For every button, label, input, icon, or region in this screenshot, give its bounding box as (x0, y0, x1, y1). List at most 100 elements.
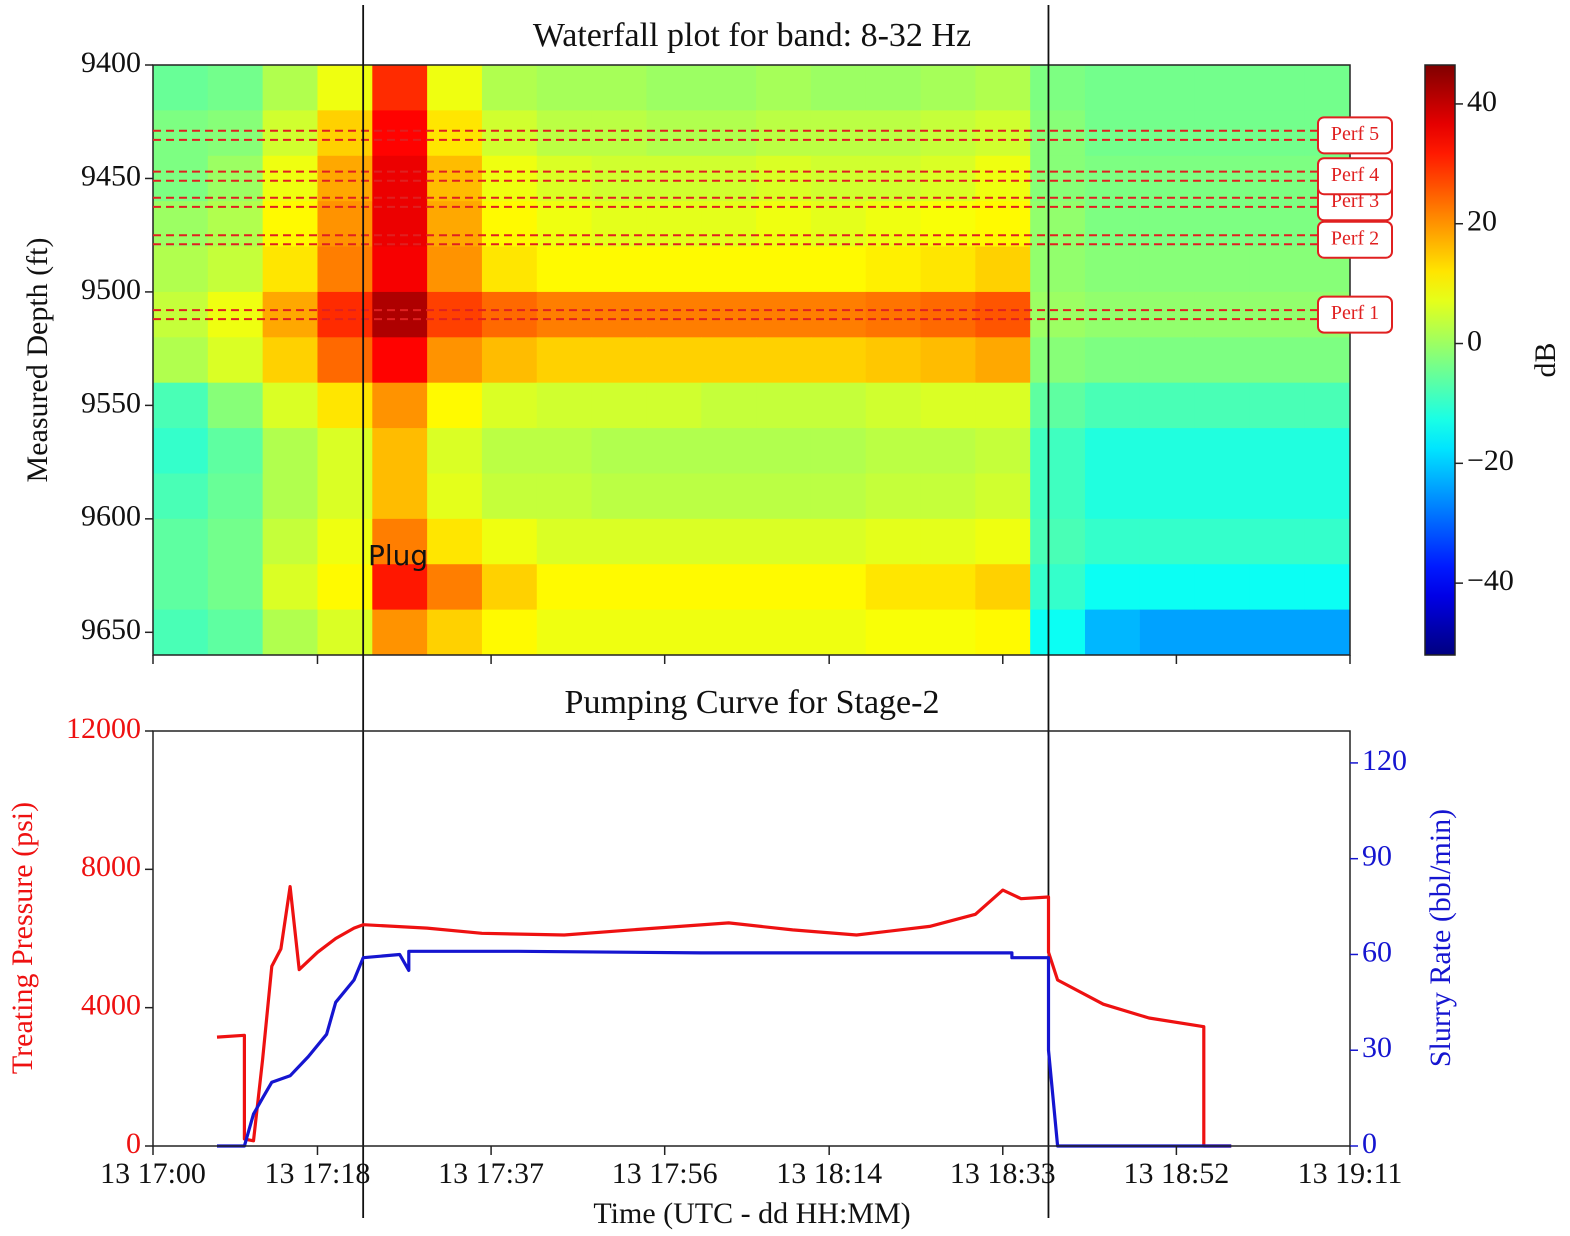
heat-cell (810, 428, 867, 474)
heat-cell (1249, 201, 1305, 248)
heat-cell (1139, 110, 1196, 157)
heat-cell (591, 201, 647, 248)
heat-cell (317, 291, 373, 338)
heat-cell (865, 291, 922, 338)
heat-cell (1194, 382, 1250, 429)
heat-cell (756, 155, 812, 202)
heat-cell (427, 428, 483, 474)
heat-cell (536, 337, 593, 384)
heat-cell (1030, 428, 1086, 474)
heat-cell (1030, 337, 1086, 384)
heat-cell (1194, 337, 1250, 384)
series-line (217, 949, 1232, 1148)
heat-cell (920, 246, 976, 293)
heat-cell (701, 246, 757, 293)
heat-cell (207, 155, 264, 202)
plot-frame (152, 64, 1351, 656)
heat-cell (1194, 609, 1250, 655)
perf-box (1317, 220, 1393, 259)
heat-cell (372, 337, 428, 384)
heat-cell (1139, 473, 1196, 520)
heat-cell (756, 110, 812, 157)
heat-cell (701, 382, 757, 429)
heat-cell (262, 518, 318, 565)
heat-cell (207, 201, 264, 248)
y-tick-label: 9450 (81, 159, 141, 192)
heat-cell (701, 518, 757, 565)
heat-cell (317, 428, 373, 474)
heat-cell (865, 337, 922, 384)
perf-label: Perf 4 (1331, 164, 1379, 186)
heat-cell (536, 155, 593, 202)
heat-cell (317, 65, 373, 111)
heat-cell (810, 65, 867, 111)
heat-cell (756, 564, 812, 611)
heat-cell (207, 564, 264, 611)
heat-cell (1030, 382, 1086, 429)
heat-cell (1304, 473, 1350, 520)
heat-cell (427, 155, 483, 202)
heat-cell (536, 65, 593, 111)
heat-cell (427, 291, 483, 338)
heat-cell (756, 518, 812, 565)
heat-cell (975, 473, 1031, 520)
heat-cell (207, 291, 264, 338)
heat-cell (317, 382, 373, 429)
heat-cell (1139, 337, 1196, 384)
heat-cell (865, 428, 922, 474)
heat-cell (975, 564, 1031, 611)
heat-cell (865, 155, 922, 202)
y-tick-label: 9650 (81, 613, 141, 646)
heat-cell (1304, 65, 1350, 111)
heat-cell (701, 291, 757, 338)
heat-cell (865, 201, 922, 248)
heat-cell (1085, 246, 1141, 293)
y-tick-label: 12000 (66, 712, 141, 745)
heat-cell (372, 246, 428, 293)
heat-cell (646, 473, 702, 520)
heat-cell (756, 473, 812, 520)
heat-cell (810, 291, 867, 338)
heat-cell (536, 518, 593, 565)
heat-cell (756, 609, 812, 655)
heat-cell (975, 201, 1031, 248)
heat-cell (1085, 382, 1141, 429)
heat-cell (153, 246, 209, 293)
heat-cell (317, 246, 373, 293)
heat-cell (372, 291, 428, 338)
heat-cell (207, 609, 264, 655)
heat-cell (1030, 609, 1086, 655)
heat-cell (372, 201, 428, 248)
heat-cell (1030, 155, 1086, 202)
heat-cell (372, 155, 428, 202)
heat-cell (975, 155, 1031, 202)
heat-cell (427, 110, 483, 157)
heat-cell (372, 518, 428, 565)
heat-cell (372, 382, 428, 429)
heat-cell (1304, 518, 1350, 565)
heat-cell (865, 65, 922, 111)
heat-cell (372, 609, 428, 655)
heat-cell (1194, 428, 1250, 474)
heat-cell (1030, 518, 1086, 565)
heat-cell (1194, 65, 1250, 111)
x-tick-label: 13 17:18 (265, 1157, 371, 1190)
heat-cell (1085, 609, 1141, 655)
perf-box (1317, 116, 1393, 155)
heat-cell (427, 246, 483, 293)
heat-cell (1139, 291, 1196, 338)
heat-cell (1249, 337, 1305, 384)
heat-cell (427, 473, 483, 520)
heat-cell (207, 518, 264, 565)
x-tick-label: 13 17:56 (612, 1157, 718, 1190)
heat-cell (1030, 473, 1086, 520)
heat-cell (1085, 291, 1141, 338)
heat-cell (1249, 65, 1305, 111)
heat-cell (317, 201, 373, 248)
colorbar-tick-label: 0 (1467, 324, 1482, 357)
heat-cell (646, 291, 702, 338)
heat-cell (865, 473, 922, 520)
heat-cell (591, 564, 647, 611)
y-axis-label: Treating Pressure (psi) (6, 802, 39, 1074)
heat-cell (975, 291, 1031, 338)
